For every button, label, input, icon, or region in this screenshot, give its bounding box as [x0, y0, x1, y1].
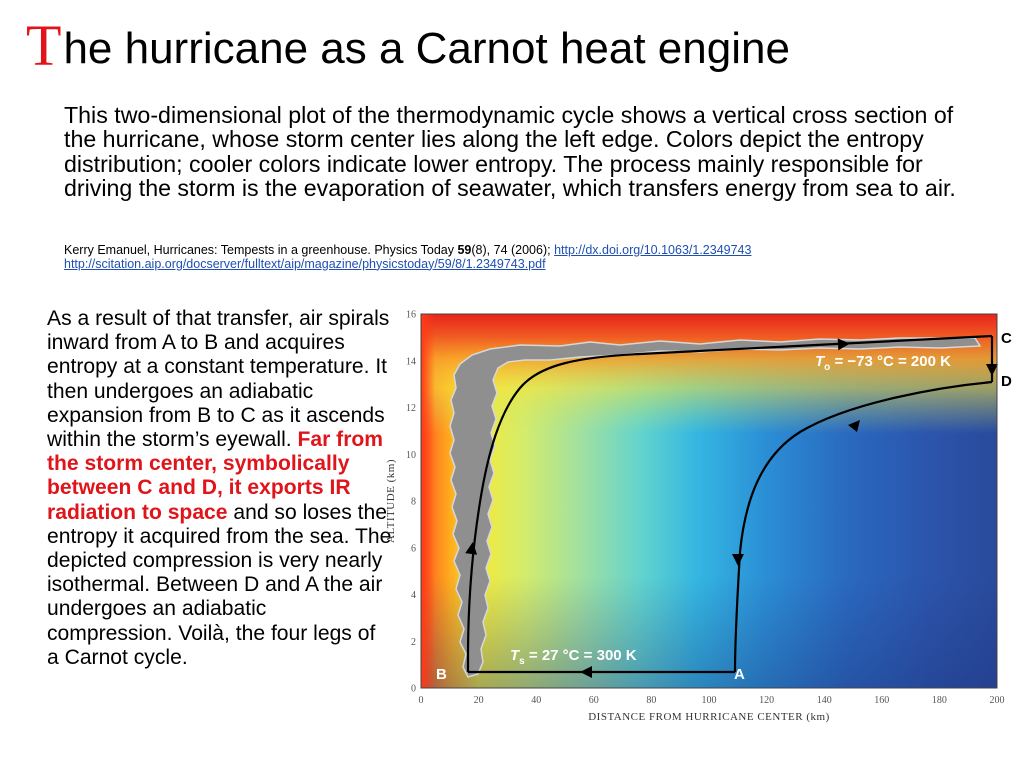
x-tick-label: 60	[589, 695, 599, 706]
x-tick-label: 120	[759, 695, 774, 706]
carnot-cycle-figure: To = −73 °C = 200 K Ts = 27 °C = 300 K A…	[380, 302, 1024, 732]
citation: Kerry Emanuel, Hurricanes: Tempests in a…	[64, 243, 984, 272]
y-tick-label: 12	[406, 403, 416, 414]
doi-link[interactable]: http://dx.doi.org/10.1063/1.2349743	[554, 243, 752, 257]
arrow-top	[837, 338, 850, 351]
x-tick-label: 180	[932, 695, 947, 706]
pdf-link[interactable]: http://scitation.aip.org/docserver/fullt…	[64, 256, 546, 271]
x-axis-label: DISTANCE FROM HURRICANE CENTER (km)	[588, 711, 830, 723]
point-b-label: B	[436, 666, 447, 683]
explanation-part-2: and so loses the entropy it acquired fro…	[47, 500, 392, 669]
arrow-descent	[848, 420, 860, 432]
y-tick-label: 16	[406, 310, 416, 321]
x-tick-label: 140	[817, 695, 832, 706]
plot-frame	[420, 313, 998, 689]
explanation-highlight: Far from the storm center, symbolically …	[47, 428, 384, 524]
entropy-field	[421, 314, 997, 688]
citation-line: Kerry Emanuel, Hurricanes: Tempests in a…	[64, 243, 984, 258]
y-tick-label: 6	[411, 543, 416, 554]
direction-arrows	[465, 338, 998, 678]
x-ticks: 0 20 40 60 80 100 120 140 160 180 200	[419, 695, 1005, 706]
figure-svg: To = −73 °C = 200 K Ts = 27 °C = 300 K A…	[385, 310, 1012, 724]
point-c-label: C	[1001, 330, 1012, 347]
x-tick-label: 160	[874, 695, 889, 706]
y-tick-label: 8	[411, 497, 416, 508]
citation-issue: (8), 74 (2006);	[471, 243, 555, 257]
x-tick-label: 40	[531, 695, 541, 706]
point-d-label: D	[1001, 373, 1012, 390]
surface-temperature: Ts = 27 °C = 300 K	[510, 647, 637, 667]
intro-paragraph: This two-dimensional plot of the thermod…	[64, 102, 956, 202]
x-tick-label: 80	[646, 695, 656, 706]
leg-b-to-c	[466, 334, 993, 672]
arrow-a-to-b	[580, 666, 592, 678]
arrow-c-to-d	[986, 364, 998, 376]
outflow-temperature: To = −73 °C = 200 K	[815, 353, 951, 373]
y-ticks: 0 2 4 6 8 10 12 14 16	[406, 310, 416, 695]
arrow-b-to-c	[465, 542, 478, 555]
x-tick-label: 20	[474, 695, 484, 706]
x-tick-label: 200	[990, 695, 1005, 706]
arrow-d-to-a	[732, 554, 744, 566]
y-tick-label: 10	[406, 450, 416, 461]
eyewall-cloud	[449, 337, 982, 678]
leg-d-to-a	[733, 380, 993, 673]
y-axis-label: ALTITUDE (km)	[385, 459, 397, 543]
y-tick-label: 0	[411, 684, 416, 695]
x-tick-label: 0	[419, 695, 424, 706]
title-rest: he hurricane as a Carnot heat engine	[63, 24, 790, 73]
y-tick-label: 2	[411, 637, 416, 648]
explanation-paragraph: As a result of that transfer, air spiral…	[47, 307, 392, 670]
point-a-label: A	[734, 666, 745, 683]
citation-volume: 59	[457, 243, 472, 257]
explanation-part-1: As a result of that transfer, air spiral…	[47, 307, 390, 452]
citation-text: Kerry Emanuel, Hurricanes: Tempests in a…	[64, 243, 458, 257]
x-tick-label: 100	[702, 695, 717, 706]
y-tick-label: 4	[411, 590, 416, 601]
y-tick-label: 14	[406, 356, 416, 367]
carnot-cycle-path	[466, 334, 994, 674]
citation-line-2: http://scitation.aip.org/docserver/fullt…	[64, 256, 984, 272]
slide-title: The hurricane as a Carnot heat engine	[26, 17, 790, 77]
title-initial: T	[26, 13, 62, 78]
